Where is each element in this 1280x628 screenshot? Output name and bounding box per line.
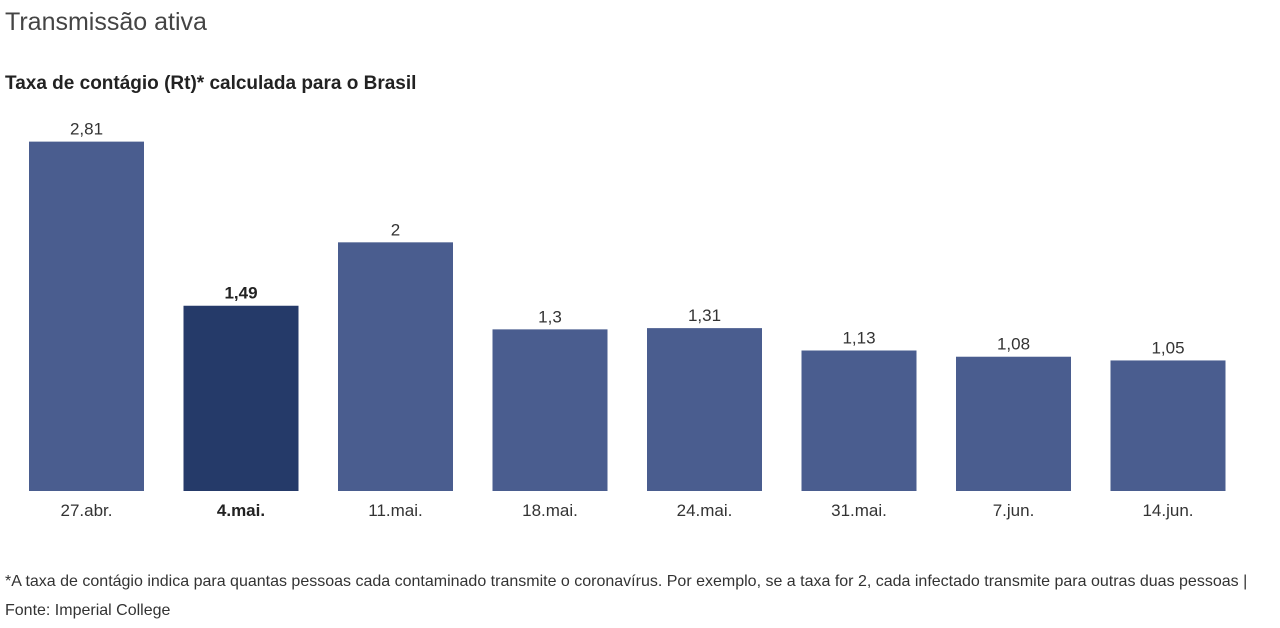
chart-title: Taxa de contágio (Rt)* calculada para o … xyxy=(5,73,417,94)
data-label-4: 1,31 xyxy=(688,306,721,325)
bar-7 xyxy=(1110,360,1226,491)
x-tick-label-3: 18.mai. xyxy=(522,501,578,520)
x-tick-label-4: 24.mai. xyxy=(677,501,733,520)
bar-5 xyxy=(801,350,917,491)
data-label-7: 1,05 xyxy=(1151,338,1184,357)
x-tick-label-0: 27.abr. xyxy=(61,501,113,520)
data-label-2: 2 xyxy=(391,220,400,239)
data-label-0: 2,81 xyxy=(70,120,103,139)
data-label-1: 1,49 xyxy=(224,284,257,303)
x-tick-label-6: 7.jun. xyxy=(993,501,1035,520)
bar-6 xyxy=(956,356,1071,491)
data-label-3: 1,3 xyxy=(538,307,562,326)
bar-1 xyxy=(183,305,299,491)
data-label-6: 1,08 xyxy=(997,335,1030,354)
bar-chart: 2,81 27.abr. 1,49 4.mai. 2 11.mai. 1,3 18.mai. 1… xyxy=(29,120,1226,520)
x-tick-label-7: 14.jun. xyxy=(1142,501,1193,520)
bar-3 xyxy=(492,329,608,491)
bar-0 xyxy=(29,141,144,491)
bar-4 xyxy=(647,328,762,491)
data-label-5: 1,13 xyxy=(842,329,875,348)
footnote: *A taxa de contágio indica para quantas … xyxy=(5,573,1248,619)
x-tick-label-2: 11.mai. xyxy=(368,501,423,520)
x-tick-label-5: 31.mai. xyxy=(831,501,887,520)
bar-2 xyxy=(338,242,453,491)
page-title: Transmissão ativa xyxy=(5,8,207,36)
x-tick-label-1: 4.mai. xyxy=(217,501,265,520)
header: Transmissão ativa xyxy=(5,8,207,37)
